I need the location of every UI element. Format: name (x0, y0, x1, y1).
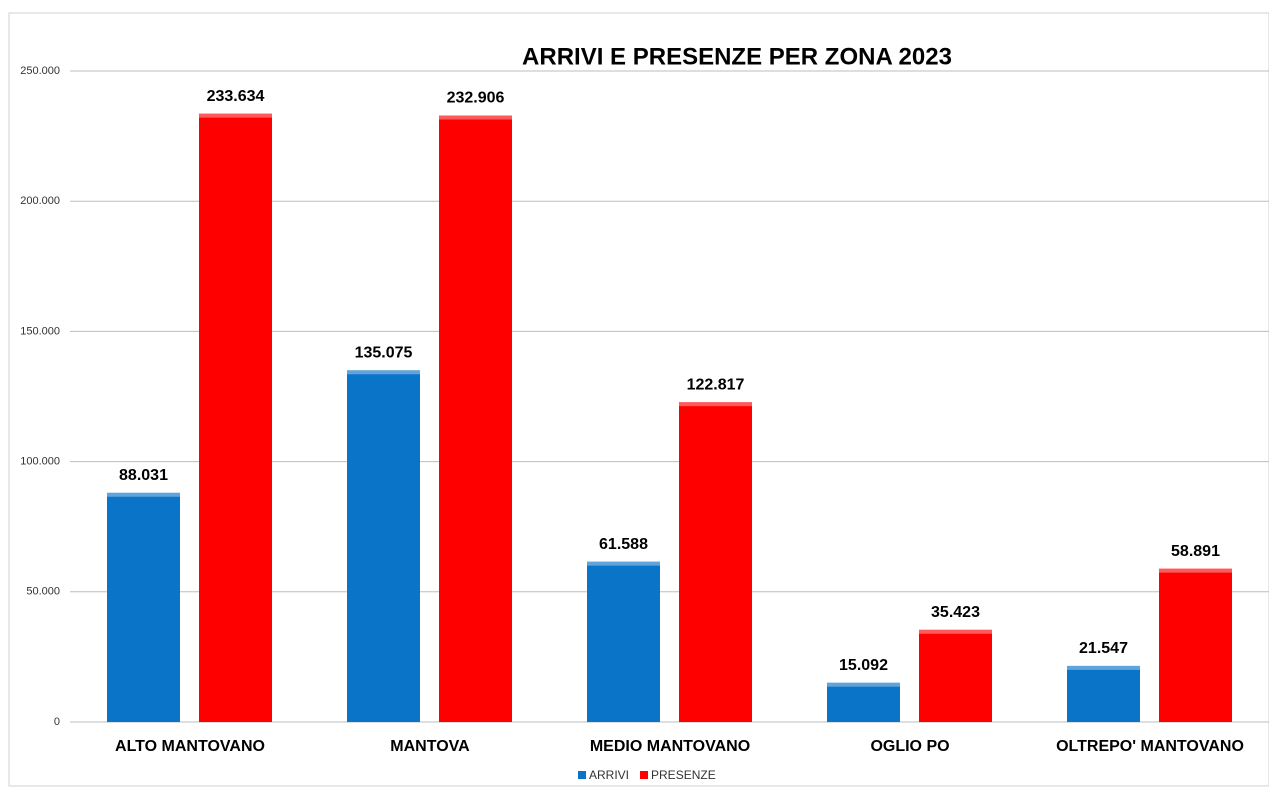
bar (199, 113, 272, 722)
x-tick-label: ALTO MANTOVANO (115, 738, 265, 755)
y-tick-label: 100.000 (20, 456, 60, 468)
bar-highlight (347, 370, 420, 375)
y-tick-label: 150.000 (20, 325, 60, 337)
y-tick-label: 0 (54, 716, 60, 728)
value-label: 135.075 (355, 344, 413, 361)
bar (679, 402, 752, 722)
value-label: 233.634 (207, 88, 265, 105)
value-label: 21.547 (1079, 640, 1128, 657)
y-tick-label: 250.000 (20, 65, 60, 77)
y-tick-label: 50.000 (26, 586, 60, 598)
bar-highlight (919, 629, 992, 634)
bar-highlight (439, 115, 512, 120)
bar (827, 682, 900, 722)
bar (1067, 665, 1140, 722)
bar (107, 492, 180, 722)
bar-highlight (199, 113, 272, 118)
legend-label: PRESENZE (651, 768, 716, 782)
value-label: 35.423 (931, 604, 980, 621)
value-label: 88.031 (119, 467, 168, 484)
bar (919, 629, 992, 722)
value-label: 122.817 (687, 376, 745, 393)
chart-title: ARRIVI E PRESENZE PER ZONA 2023 (522, 43, 952, 70)
bar (1159, 568, 1232, 722)
bar-highlight (587, 561, 660, 566)
bar-highlight (1067, 665, 1140, 670)
value-label: 58.891 (1171, 543, 1220, 560)
value-label: 232.906 (447, 90, 505, 107)
value-label: 61.588 (599, 536, 648, 553)
bar-highlight (1159, 568, 1232, 573)
bar (587, 561, 660, 722)
x-tick-label: MEDIO MANTOVANO (590, 738, 750, 755)
bar (439, 115, 512, 723)
legend-swatch (640, 771, 649, 779)
y-tick-label: 200.000 (20, 195, 60, 207)
bar (347, 370, 420, 722)
bar-highlight (827, 682, 900, 687)
bar-highlight (107, 492, 180, 497)
x-tick-label: MANTOVA (390, 738, 470, 755)
legend-label: ARRIVI (589, 768, 629, 782)
bar-highlight (679, 402, 752, 407)
x-tick-label: OLTREPO' MANTOVANO (1056, 738, 1244, 755)
value-label: 15.092 (839, 657, 888, 674)
legend-swatch (578, 771, 586, 779)
x-tick-label: OGLIO PO (870, 738, 949, 755)
chart-frame (8, 12, 1269, 787)
